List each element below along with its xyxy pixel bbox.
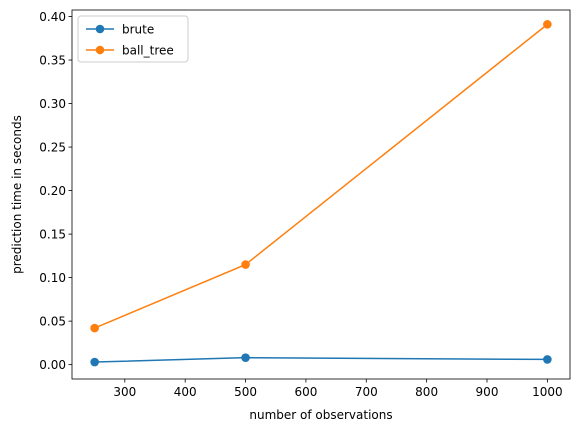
series-lines [90,20,552,367]
data-point-brute [90,357,99,367]
series-line-brute [94,356,548,363]
x-axis-label: number of observations [249,408,392,422]
y-axis-ticks: 0.00 0.05 0.10 0.15 0.20 0.25 0.30 0.35 0.40 [39,10,72,372]
x-tick-label: 400 [174,385,197,399]
data-point-brute [241,353,250,362]
x-tick-label: 900 [476,385,499,399]
y-tick-label: 0.25 [39,140,66,154]
x-tick-label: 700 [355,385,378,399]
data-point-brute [543,355,552,364]
y-axis-label: prediction time in seconds [10,115,24,274]
x-tick-label: 300 [113,385,136,399]
legend-label-ball_tree: ball_tree [122,44,174,58]
y-tick-label: 0.05 [39,314,66,328]
data-point-ball_tree [90,323,99,333]
x-tick-label: 800 [415,385,438,399]
legend-marker-ball_tree [95,45,105,55]
y-tick-label: 0.40 [39,10,66,24]
x-tick-label: 600 [294,385,317,399]
y-tick-label: 0.30 [39,97,66,111]
axes-frame [71,9,571,380]
y-tick-label: 0.10 [39,271,66,285]
y-tick-label: 0.00 [39,358,66,372]
legend-label-brute: brute [122,23,154,37]
y-tick-label: 0.35 [39,53,66,67]
x-axis-ticks: 300 400 500 600 700 800 900 1000 [113,379,563,399]
legend: brute ball_tree [77,15,189,63]
series-line-ball_tree [94,23,548,329]
x-tick-label: 1000 [532,385,563,399]
x-tick-label: 500 [234,385,257,399]
axes-border [71,9,571,380]
y-tick-label: 0.15 [39,227,66,241]
data-point-ball_tree [543,20,552,29]
y-tick-label: 0.20 [39,184,66,198]
legend-marker-brute [95,24,105,34]
data-point-ball_tree [241,260,250,269]
